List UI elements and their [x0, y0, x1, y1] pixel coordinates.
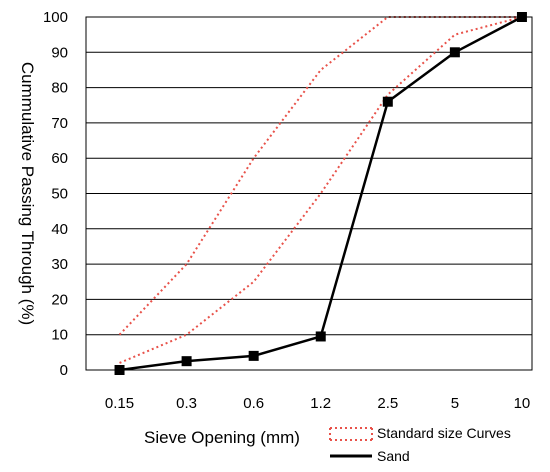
x-tick-label: 0.6 [243, 395, 264, 412]
x-tick-label: 10 [514, 395, 531, 412]
x-tick-label: 5 [451, 395, 459, 412]
y-tick-label: 90 [51, 44, 68, 61]
data-point [315, 331, 326, 342]
legend-label-standard: Standard size Curves [377, 425, 511, 441]
y-tick-label: 0 [60, 362, 68, 379]
x-tick-label: 0.15 [105, 395, 134, 412]
x-tick-label: 0.3 [176, 395, 197, 412]
x-axis-title: Sieve Opening (mm) [144, 428, 300, 447]
y-tick-label: 20 [51, 291, 68, 308]
y-tick-label: 10 [51, 327, 68, 344]
x-tick-label: 1.2 [310, 395, 331, 412]
y-tick-label: 40 [51, 221, 68, 238]
legend-label-sand: Sand [377, 448, 410, 464]
x-tick-label: 2.5 [377, 395, 398, 412]
y-axis-title: Cummulative Passing Through (%) [18, 62, 37, 325]
y-tick-label: 30 [51, 256, 68, 273]
data-point [449, 47, 460, 58]
legend: Standard size Curves Sand [329, 425, 511, 464]
data-point [248, 350, 259, 361]
y-tick-label: 60 [51, 150, 68, 167]
gridlines [86, 51, 532, 336]
y-axis-ticks: 0 10 20 30 40 50 60 70 80 90 100 [43, 9, 68, 379]
y-tick-label: 70 [51, 115, 68, 132]
y-tick-label: 100 [43, 9, 68, 26]
y-tick-label: 80 [51, 80, 68, 97]
x-axis-ticks: 0.15 0.3 0.6 1.2 2.5 5 10 [105, 395, 530, 412]
y-tick-label: 50 [51, 186, 68, 203]
plot-frame [85, 16, 533, 371]
data-point [382, 96, 393, 107]
data-point [181, 356, 192, 367]
